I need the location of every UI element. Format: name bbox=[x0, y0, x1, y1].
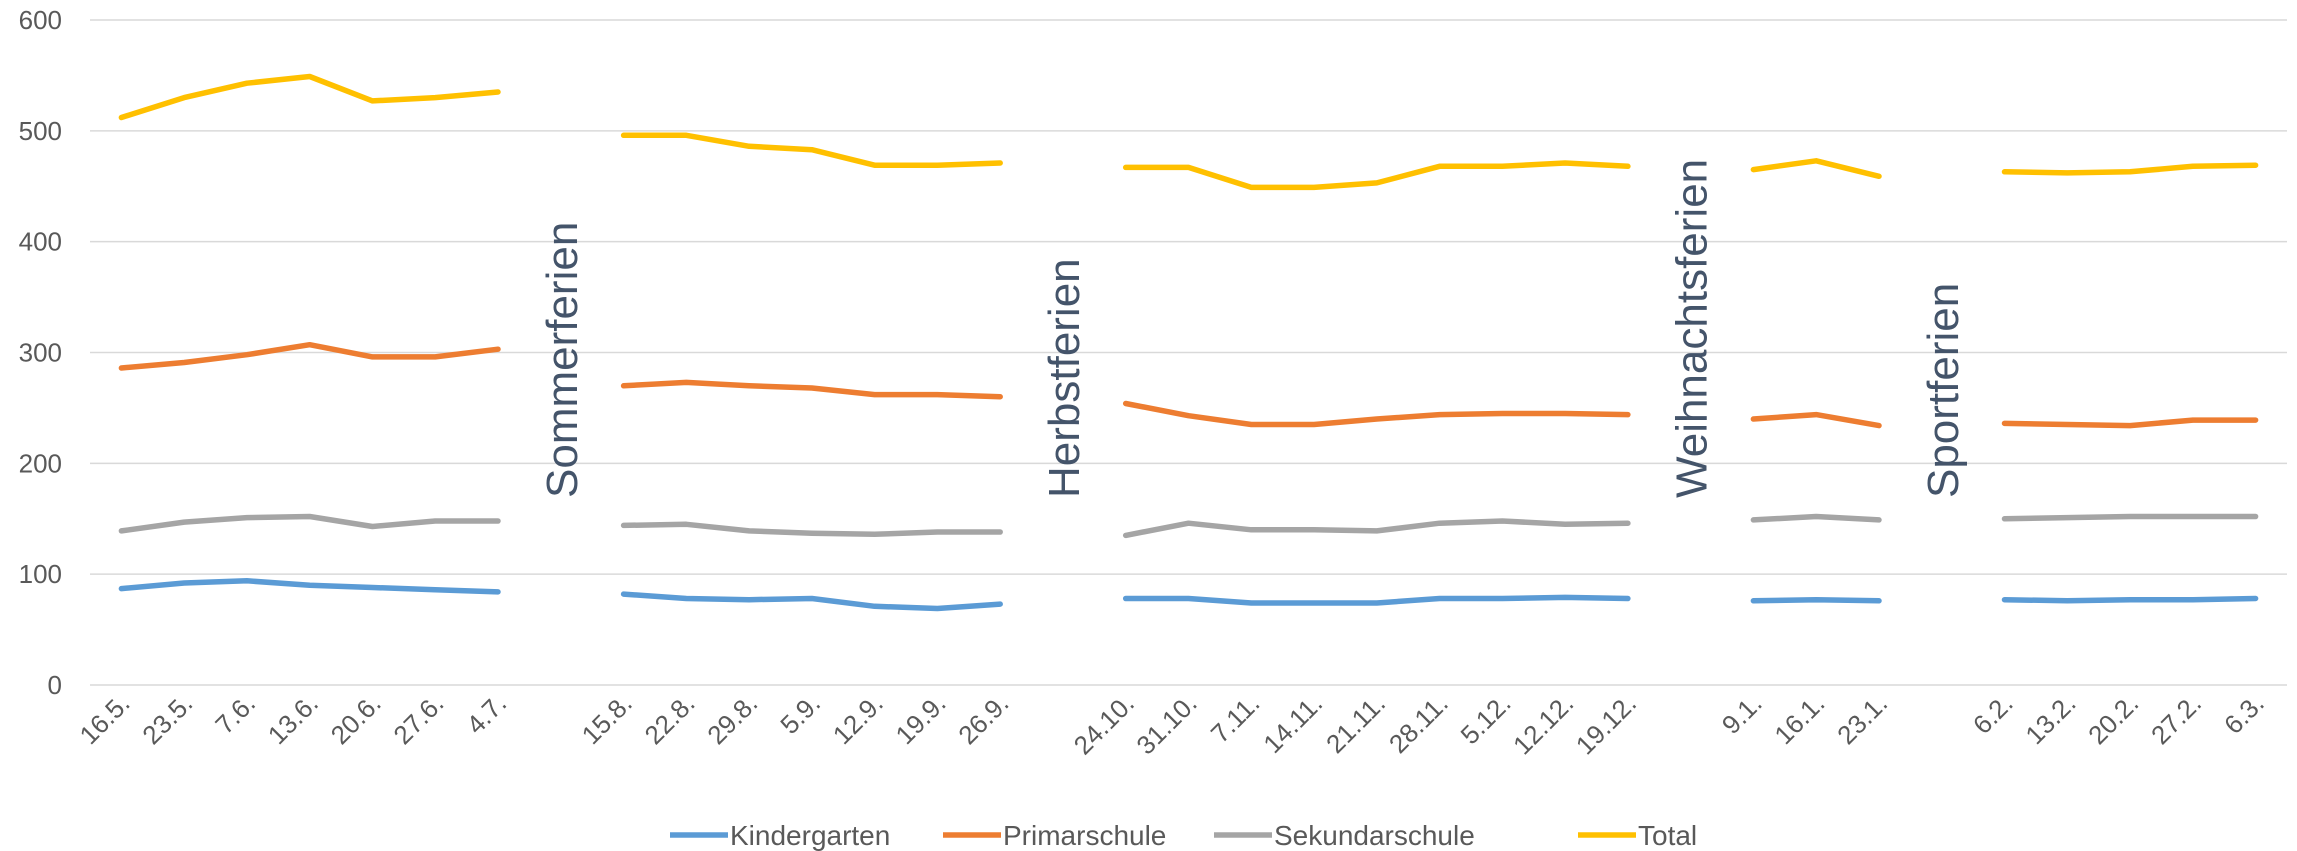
y-tick-label: 300 bbox=[19, 338, 62, 368]
gap-label: Sommerferien bbox=[538, 222, 587, 498]
y-tick-label: 500 bbox=[19, 116, 62, 146]
series-lines bbox=[118, 73, 2259, 612]
series-line-segment bbox=[1122, 160, 1631, 191]
series-kindergarten bbox=[118, 578, 2259, 612]
x-tick-label: 12.9. bbox=[827, 688, 889, 750]
x-tick-label: 13.2. bbox=[2019, 688, 2081, 750]
series-primarschule bbox=[118, 341, 2259, 429]
x-tick-label: 19.12. bbox=[1570, 688, 1642, 760]
series-line-segment bbox=[1750, 158, 1882, 180]
x-tick-label: 31.10. bbox=[1130, 688, 1202, 760]
series-line-segment bbox=[2001, 417, 2259, 429]
x-tick-label: 9.1. bbox=[1716, 688, 1768, 740]
x-tick-label: 21.11. bbox=[1320, 688, 1391, 759]
x-tick-label: 15.8. bbox=[576, 688, 638, 750]
x-tick-label: 26.9. bbox=[952, 688, 1014, 750]
x-tick-label: 5.9. bbox=[774, 688, 826, 740]
gap-label: Sportferien bbox=[1919, 283, 1968, 498]
series-line-segment bbox=[1122, 400, 1631, 428]
gap-labels: Sommerferien Herbstferien Weihnachtsferien… bbox=[538, 159, 1968, 498]
series-line-segment bbox=[1122, 594, 1631, 606]
x-tick-label: 12.12. bbox=[1507, 688, 1579, 760]
series-line-segment bbox=[118, 73, 501, 121]
series-line-segment bbox=[118, 578, 501, 595]
series-line-segment bbox=[118, 513, 501, 534]
series-line-segment bbox=[1122, 518, 1631, 539]
x-tick-label: 6.2. bbox=[1967, 688, 2019, 740]
series-total bbox=[118, 73, 2259, 191]
x-tick-label: 27.6. bbox=[387, 688, 449, 750]
x-tick-label: 27.2. bbox=[2145, 688, 2207, 750]
series-line-segment bbox=[1750, 513, 1882, 523]
legend-label: Kindergarten bbox=[730, 820, 890, 851]
y-tick-label: 0 bbox=[48, 670, 62, 700]
legend-label: Total bbox=[1638, 820, 1697, 851]
gap-label: Herbstferien bbox=[1040, 258, 1089, 498]
x-tick-label: 20.2. bbox=[2082, 688, 2144, 750]
x-tick-label: 7.6. bbox=[209, 688, 261, 740]
x-tick-label: 23.1. bbox=[1831, 688, 1893, 750]
series-line-segment bbox=[118, 341, 501, 371]
legend-label: Primarschule bbox=[1003, 820, 1166, 851]
x-tick-label: 19.9. bbox=[890, 688, 952, 750]
series-sekundarschule bbox=[118, 513, 2259, 539]
x-tick-label: 20.6. bbox=[325, 688, 387, 750]
x-tick-label: 24.10. bbox=[1068, 688, 1140, 760]
y-tick-label: 100 bbox=[19, 559, 62, 589]
x-tick-label: 13.6. bbox=[262, 688, 324, 750]
series-line-segment bbox=[2001, 595, 2259, 604]
series-line-segment bbox=[620, 521, 1003, 538]
x-tick-label: 16.5. bbox=[74, 688, 136, 750]
series-line-segment bbox=[620, 591, 1003, 612]
x-tick-label: 29.8. bbox=[701, 688, 763, 750]
x-tick-label: 5.12. bbox=[1454, 688, 1516, 750]
series-line-segment bbox=[2001, 162, 2259, 176]
series-line-segment bbox=[1750, 596, 1882, 604]
x-tick-label: 22.8. bbox=[638, 688, 700, 750]
x-tick-label: 7.11. bbox=[1205, 688, 1266, 749]
gap-label: Weihnachtsferien bbox=[1668, 159, 1717, 498]
legend: Kindergarten Primarschule Sekundarschule To… bbox=[670, 820, 1697, 851]
series-line-segment bbox=[620, 132, 1003, 168]
x-tick-label: 6.3. bbox=[2218, 688, 2270, 740]
x-tick-label: 16.1. bbox=[1768, 688, 1830, 750]
series-line-segment bbox=[1750, 411, 1882, 429]
y-axis-ticks: 0 100 200 300 400 500 600 bbox=[19, 5, 62, 700]
x-tick-label: 23.5. bbox=[136, 688, 198, 750]
x-tick-label: 14.11. bbox=[1257, 688, 1328, 759]
y-tick-label: 600 bbox=[19, 5, 62, 35]
series-line-segment bbox=[2001, 513, 2259, 522]
y-tick-label: 400 bbox=[19, 227, 62, 257]
x-tick-label: 28.11. bbox=[1383, 688, 1454, 759]
series-line-segment bbox=[620, 379, 1003, 400]
y-tick-label: 200 bbox=[19, 448, 62, 478]
x-tick-label: 4.7. bbox=[460, 688, 512, 740]
legend-label: Sekundarschule bbox=[1274, 820, 1475, 851]
x-axis-ticks: 16.5. 23.5. 7.6. 13.6. 20.6. 27.6. 4.7. 15.8. 22… bbox=[74, 688, 2270, 760]
